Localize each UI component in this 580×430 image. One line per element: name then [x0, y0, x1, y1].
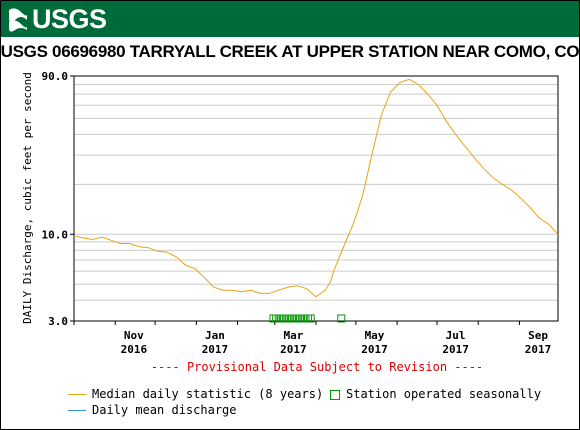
x-tick-label-year: 2017: [442, 343, 469, 356]
usgs-wave-icon: [9, 8, 27, 32]
y-tick-label: 3.0: [48, 315, 68, 328]
legend-item-seasonal: Station operated seasonally: [330, 387, 541, 401]
x-tick-label-month: Mar: [283, 329, 303, 342]
x-tick-label-month: Nov: [124, 329, 144, 342]
x-tick-label-year: 2017: [280, 343, 307, 356]
x-tick-labels: Nov2016Jan2017Mar2017May2017Jul2017Sep20…: [121, 329, 552, 356]
chart-title: USGS 06696980 TARRYALL CREEK AT UPPER ST…: [0, 42, 580, 61]
x-tick-label-month: May: [365, 329, 385, 342]
x-tick-label-month: Jul: [446, 329, 466, 342]
x-tick-label-month: Jan: [205, 329, 225, 342]
x-tick-label-month: Sep: [528, 329, 548, 342]
daily-mean-legend-label: Daily mean discharge: [92, 403, 237, 417]
provisional-notice: ---- Provisional Data Subject to Revisio…: [151, 360, 483, 374]
grid-lines: [74, 75, 558, 322]
seasonal-marker: [337, 314, 346, 323]
seasonal-marker: [306, 314, 315, 323]
x-tick-label-year: 2016: [121, 343, 148, 356]
median-series-line: [73, 78, 559, 298]
usgs-banner: USGS: [1, 1, 579, 37]
median-legend-swatch: [68, 394, 86, 395]
seasonal-markers: [269, 314, 346, 323]
legend-item-daily-mean: Daily mean discharge: [68, 403, 237, 417]
usgs-logo: USGS: [7, 5, 107, 33]
legend-item-median: Median daily statistic (8 years): [68, 387, 323, 401]
y-tick-label: 10.0: [42, 228, 69, 241]
daily-mean-legend-swatch: [68, 410, 86, 411]
seasonal-legend-label: Station operated seasonally: [346, 387, 542, 401]
x-tick-label-year: 2017: [202, 343, 229, 356]
median-legend-label: Median daily statistic (8 years): [92, 387, 324, 401]
x-tick-label-year: 2017: [361, 343, 388, 356]
y-tick-labels: 3.0 10.0 90.0: [42, 70, 69, 328]
y-tick-label: 90.0: [42, 70, 69, 83]
y-axis-label: DAILY Discharge, cubic feet per second: [21, 72, 34, 324]
x-tick-label-year: 2017: [525, 343, 552, 356]
seasonal-legend-swatch: [330, 389, 340, 400]
usgs-logo-text: USGS: [32, 4, 107, 34]
axis-ticks: [70, 75, 520, 325]
